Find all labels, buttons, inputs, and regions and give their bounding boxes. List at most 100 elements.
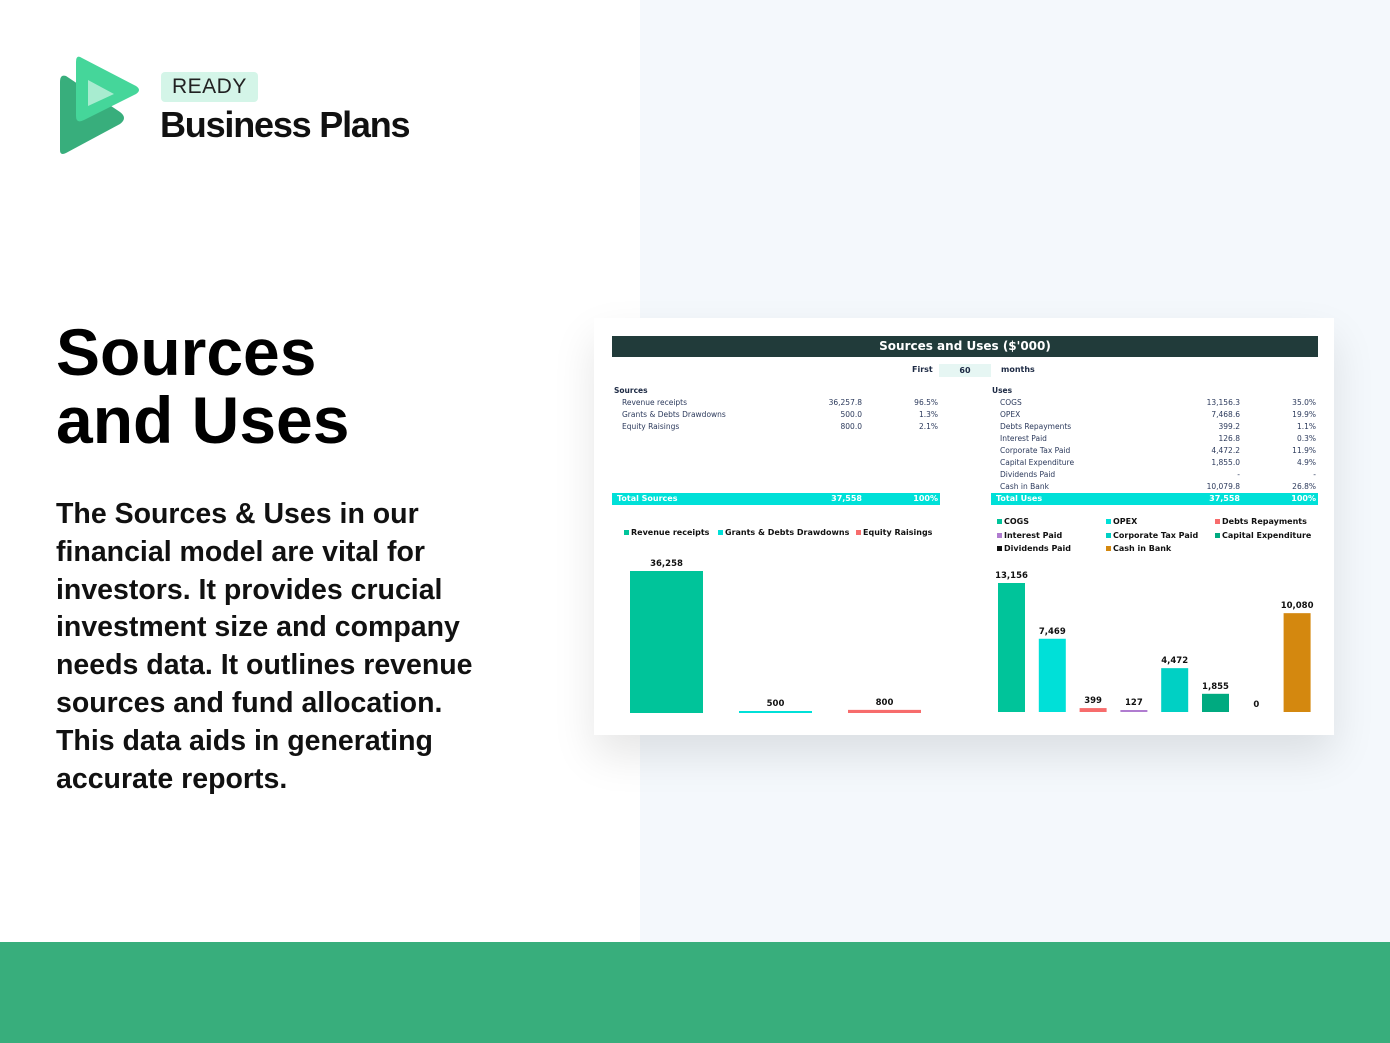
sources-table: Sources Revenue receipts 36,257.8 96.5% Gran… <box>614 385 940 433</box>
row-value: 10,079.8 <box>1206 482 1240 491</box>
legend-swatch <box>997 546 1002 551</box>
legend-item: Corporate Tax Paid <box>1106 531 1198 540</box>
row-label: Cash in Bank <box>1000 482 1049 491</box>
section-heading: Uses <box>992 386 1013 395</box>
row-value: 800.0 <box>840 422 862 431</box>
total-pct: 100% <box>913 494 938 503</box>
row-label: Interest Paid <box>1000 434 1047 443</box>
bar <box>848 709 921 713</box>
data-label: 7,469 <box>1039 627 1066 637</box>
total-sources-row: Total Sources 37,558 100% <box>612 493 940 505</box>
data-label: 127 <box>1125 698 1143 708</box>
legend-item: Grants & Debts Drawdowns <box>718 528 849 537</box>
legend-swatch <box>997 532 1002 538</box>
bar <box>998 583 1025 712</box>
row-label: Equity Raisings <box>622 422 680 431</box>
row-value: 7,468.6 <box>1211 410 1240 419</box>
legend-swatch <box>1106 519 1111 524</box>
section-heading: Sources <box>614 386 648 395</box>
row-label: OPEX <box>1000 410 1021 419</box>
legend-label: Interest Paid <box>1004 530 1063 540</box>
brand-name: Business Plans <box>160 104 411 145</box>
table-row: Corporate Tax Paid 4,472.2 11.9% <box>992 445 1318 457</box>
row-pct: 1.1% <box>1296 422 1316 431</box>
table-row: Revenue receipts 36,257.8 96.5% <box>614 397 940 409</box>
legend-item: COGS <box>997 517 1029 526</box>
legend-item: Equity Raisings <box>856 528 932 537</box>
row-pct: 0.3% <box>1296 434 1316 443</box>
row-label: Capital Expenditure <box>1000 458 1075 467</box>
data-label: 10,080 <box>1281 601 1314 611</box>
uses-table: Uses COGS 13,156.3 35.0% OPEX 7,468.6 19.9% Deb… <box>992 385 1318 493</box>
row-pct: - <box>1313 470 1316 479</box>
sheet-title: Sources and Uses ($'000) <box>612 336 1318 357</box>
table-row: Debts Repayments 399.2 1.1% <box>992 421 1318 433</box>
legend-swatch <box>1215 519 1220 524</box>
data-label: 13,156 <box>995 571 1028 581</box>
row-pct: 35.0% <box>1292 398 1316 407</box>
bar <box>739 711 812 713</box>
legend-swatch <box>1106 546 1111 551</box>
bar <box>1079 708 1107 712</box>
data-label: 36,258 <box>650 559 683 569</box>
legend-swatch <box>718 530 723 535</box>
total-value: 37,558 <box>1209 494 1240 503</box>
bar <box>1120 710 1148 712</box>
row-value: 1,855.0 <box>1211 458 1240 467</box>
legend-item: Capital Expenditure <box>1215 531 1311 540</box>
legend-swatch <box>856 530 861 535</box>
row-value: 126.8 <box>1218 434 1240 443</box>
legend-item: Cash in Bank <box>1106 544 1171 553</box>
brand-badge: READY <box>161 72 258 102</box>
total-uses-row: Total Uses 37,558 100% <box>991 493 1318 505</box>
logo-icon <box>60 56 139 154</box>
row-pct: 4.9% <box>1296 458 1316 467</box>
legend-label: Revenue receipts <box>631 528 710 537</box>
row-pct: 26.8% <box>1292 482 1316 491</box>
row-value: 13,156.3 <box>1206 398 1240 407</box>
data-label: 800 <box>876 698 894 708</box>
legend-item: Revenue receipts <box>624 528 709 537</box>
row-label: COGS <box>1000 398 1022 407</box>
legend-label: Cash in Bank <box>1113 544 1172 553</box>
data-label: 4,472 <box>1161 656 1188 666</box>
row-pct: 1.3% <box>918 410 938 419</box>
row-label: Corporate Tax Paid <box>1000 446 1071 455</box>
bar <box>1038 638 1066 712</box>
first-label: First <box>912 365 933 374</box>
row-value: 399.2 <box>1218 422 1240 431</box>
table-row: OPEX 7,468.6 19.9% <box>992 409 1318 421</box>
row-label: Dividends Paid <box>1000 470 1056 479</box>
legend-label: Dividends Paid <box>1004 544 1071 553</box>
legend-swatch <box>997 519 1002 524</box>
footer-band <box>0 942 1390 1043</box>
data-label: 1,855 <box>1202 682 1229 692</box>
legend-label: OPEX <box>1113 517 1138 526</box>
data-label: 399 <box>1084 696 1102 706</box>
legend-label: Capital Expenditure <box>1222 530 1312 540</box>
charts: 36,258 500 800 13,156 7,469 399 127 4,472 1,855 0… <box>630 559 1314 713</box>
legend-label: Corporate Tax Paid <box>1113 530 1199 540</box>
legend-swatch <box>1106 532 1111 538</box>
total-label: Total Sources <box>617 494 678 503</box>
row-pct: 11.9% <box>1292 446 1316 455</box>
bar <box>1283 613 1311 712</box>
row-label: Grants & Debts Drawdowns <box>622 410 726 419</box>
months-input[interactable]: 60 <box>939 364 991 377</box>
legend-label: Grants & Debts Drawdowns <box>725 528 850 537</box>
data-label: 500 <box>767 699 785 709</box>
table-row: Capital Expenditure 1,855.0 4.9% <box>992 457 1318 469</box>
bar <box>1202 693 1229 712</box>
bar <box>630 571 703 713</box>
legend-item: Debts Repayments <box>1215 517 1307 526</box>
total-label: Total Uses <box>996 494 1043 503</box>
legend-label: Debts Repayments <box>1222 517 1307 526</box>
legend-item: OPEX <box>1106 517 1137 526</box>
table-row: Grants & Debts Drawdowns 500.0 1.3% <box>614 409 940 421</box>
row-value: 500.0 <box>840 410 862 419</box>
total-value: 37,558 <box>831 494 862 503</box>
legend-item: Dividends Paid <box>997 544 1071 553</box>
spreadsheet-card: Sources and Uses ($'000) First 60 months… <box>594 318 1334 735</box>
data-label: 0 <box>1253 700 1259 710</box>
bar <box>1161 668 1189 712</box>
